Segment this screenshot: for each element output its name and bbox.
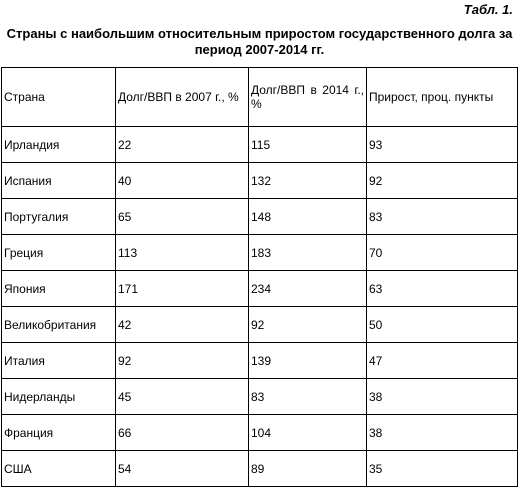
table-row: Великобритания 42 92 50 bbox=[1, 306, 518, 343]
cell-growth: 35 bbox=[366, 450, 518, 487]
cell-growth: 38 bbox=[366, 414, 518, 451]
cell-growth: 50 bbox=[366, 306, 518, 343]
table-row: Испания 40 132 92 bbox=[1, 162, 518, 199]
cell-debt-2007: 66 bbox=[115, 414, 249, 451]
table-row: Греция 113 183 70 bbox=[1, 234, 518, 271]
cell-debt-2007: 92 bbox=[115, 342, 249, 379]
table-row: Япония 171 234 63 bbox=[1, 270, 518, 307]
cell-debt-2014: 132 bbox=[248, 162, 367, 199]
cell-debt-2014: 92 bbox=[248, 306, 367, 343]
cell-debt-2007: 171 bbox=[115, 270, 249, 307]
cell-country: Ирландия bbox=[1, 126, 116, 163]
header-debt-2014: Долг/ВВП в 2014 г., % bbox=[248, 67, 367, 127]
cell-country: Испания bbox=[1, 162, 116, 199]
cell-debt-2014: 139 bbox=[248, 342, 367, 379]
cell-country: Португалия bbox=[1, 198, 116, 235]
table-number: Табл. 1. bbox=[463, 2, 513, 17]
cell-growth: 38 bbox=[366, 378, 518, 415]
cell-growth: 70 bbox=[366, 234, 518, 271]
cell-growth: 47 bbox=[366, 342, 518, 379]
header-country: Страна bbox=[1, 67, 116, 127]
cell-country: Нидерланды bbox=[1, 378, 116, 415]
cell-growth: 92 bbox=[366, 162, 518, 199]
table-row: Италия 92 139 47 bbox=[1, 342, 518, 379]
table-row: США 54 89 35 bbox=[1, 450, 518, 487]
cell-growth: 63 bbox=[366, 270, 518, 307]
cell-debt-2014: 83 bbox=[248, 378, 367, 415]
table-caption: Страны с наибольшим относительным прирос… bbox=[0, 26, 519, 58]
cell-debt-2014: 148 bbox=[248, 198, 367, 235]
cell-debt-2014: 89 bbox=[248, 450, 367, 487]
cell-growth: 83 bbox=[366, 198, 518, 235]
cell-country: Греция bbox=[1, 234, 116, 271]
cell-debt-2014: 234 bbox=[248, 270, 367, 307]
cell-debt-2007: 54 bbox=[115, 450, 249, 487]
cell-debt-2007: 42 bbox=[115, 306, 249, 343]
cell-debt-2014: 104 bbox=[248, 414, 367, 451]
table-row: Франция 66 104 38 bbox=[1, 414, 518, 451]
cell-country: США bbox=[1, 450, 116, 487]
table-row: Ирландия 22 115 93 bbox=[1, 126, 518, 163]
cell-debt-2007: 40 bbox=[115, 162, 249, 199]
debt-table: Страна Долг/ВВП в 2007 г., % Долг/ВВП в … bbox=[1, 67, 518, 487]
cell-country: Италия bbox=[1, 342, 116, 379]
cell-growth: 93 bbox=[366, 126, 518, 163]
caption-line-1: Страны с наибольшим относительным прирос… bbox=[6, 26, 513, 41]
cell-debt-2014: 115 bbox=[248, 126, 367, 163]
table-row: Португалия 65 148 83 bbox=[1, 198, 518, 235]
cell-debt-2007: 22 bbox=[115, 126, 249, 163]
table-header-row: Страна Долг/ВВП в 2007 г., % Долг/ВВП в … bbox=[1, 67, 518, 127]
cell-country: Япония bbox=[1, 270, 116, 307]
cell-debt-2007: 65 bbox=[115, 198, 249, 235]
cell-debt-2007: 113 bbox=[115, 234, 249, 271]
header-debt-2007: Долг/ВВП в 2007 г., % bbox=[115, 67, 249, 127]
cell-debt-2014: 183 bbox=[248, 234, 367, 271]
cell-debt-2007: 45 bbox=[115, 378, 249, 415]
caption-line-2: период 2007-2014 гг. bbox=[194, 42, 325, 57]
cell-country: Франция bbox=[1, 414, 116, 451]
table-row: Нидерланды 45 83 38 bbox=[1, 378, 518, 415]
header-growth: Прирост, проц. пункты bbox=[366, 67, 518, 127]
cell-country: Великобритания bbox=[1, 306, 116, 343]
